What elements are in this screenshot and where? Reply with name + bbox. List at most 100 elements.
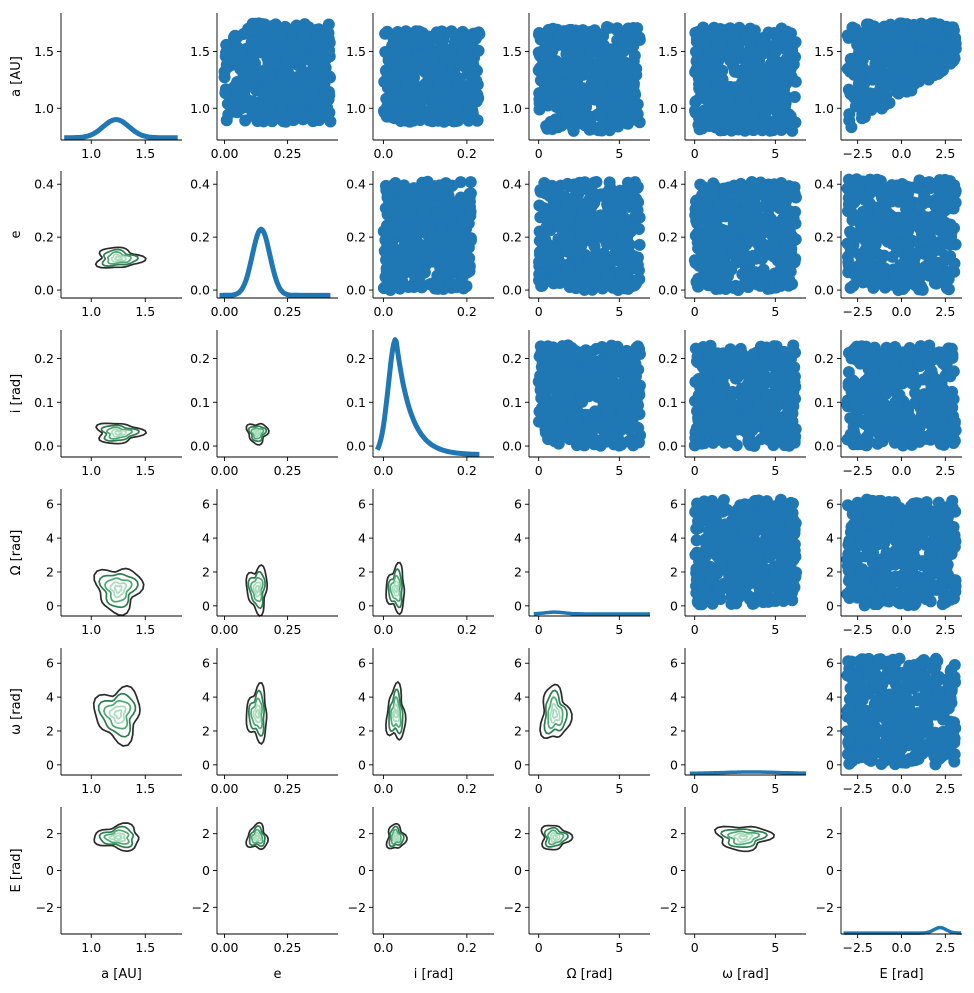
y-tick-label: 0.0: [190, 283, 210, 298]
scatter-point: [322, 18, 335, 31]
y-tick-label: 0.2: [190, 351, 210, 366]
scatter-point: [389, 99, 402, 112]
scatter-point: [928, 69, 941, 82]
y-tick-label: 0.1: [34, 395, 54, 410]
scatter-point: [415, 239, 428, 252]
scatter-points: [841, 173, 962, 297]
x-tick-label: 0: [691, 146, 699, 161]
scatter-point: [568, 427, 581, 440]
scatter-point: [582, 409, 595, 422]
scatter-point: [703, 348, 716, 361]
scatter-point: [884, 18, 897, 31]
scatter-point: [631, 258, 644, 271]
y-tick-label: 1.0: [502, 101, 522, 116]
kde-contour: [254, 430, 260, 436]
scatter-point: [726, 29, 739, 42]
scatter-point: [582, 435, 595, 448]
scatter-point: [710, 208, 723, 221]
scatter-point: [703, 383, 716, 396]
x-tick-label: 0: [535, 463, 543, 478]
x-tick-label: 5: [615, 463, 623, 478]
y-tick-label: 1.5: [190, 44, 210, 59]
scatter-point: [585, 65, 598, 78]
scatter-point: [747, 369, 760, 382]
scatter-point: [848, 196, 861, 209]
x-tick-label: 0.2: [457, 304, 477, 319]
scatter-point: [620, 188, 633, 201]
panel-0-3: 1.01.50 5: [502, 13, 650, 161]
scatter-point: [745, 277, 758, 290]
scatter-point: [702, 364, 715, 377]
scatter-point: [586, 274, 599, 287]
scatter-point: [247, 49, 260, 62]
scatter-point: [563, 231, 576, 244]
scatter-point: [467, 59, 480, 72]
scatter-point: [385, 90, 398, 103]
scatter-point: [438, 115, 451, 128]
x-tick-label: 0.0: [373, 463, 393, 478]
scatter-point: [741, 101, 754, 114]
scatter-point: [916, 33, 929, 46]
scatter-point: [747, 124, 760, 137]
scatter-point: [541, 340, 554, 353]
scatter-points: [841, 17, 962, 134]
scatter-point: [590, 175, 603, 188]
scatter-point: [269, 92, 282, 105]
scatter-point: [913, 174, 926, 187]
scatter-point: [622, 435, 635, 448]
scatter-point: [624, 225, 637, 238]
scatter-points: [532, 175, 646, 297]
scatter-point: [880, 50, 893, 63]
scatter-point: [763, 190, 776, 203]
scatter-point: [593, 92, 606, 105]
kde-line: [374, 337, 481, 457]
scatter-points: [689, 21, 802, 137]
scatter-point: [239, 57, 252, 70]
scatter-point: [915, 227, 928, 240]
scatter-point: [690, 64, 703, 77]
scatter-point: [783, 110, 796, 123]
scatter-point: [905, 53, 918, 66]
x-tick-label: 1.5: [135, 146, 155, 161]
scatter-point: [628, 49, 641, 62]
scatter-point: [256, 86, 269, 99]
scatter-point: [253, 71, 266, 84]
scatter-point: [465, 75, 478, 88]
x-tick-label: 0: [535, 146, 543, 161]
x-tick-label: 0.25: [274, 463, 302, 478]
kde-contour: [110, 428, 127, 438]
scatter-point: [707, 266, 720, 279]
y-axis-label: e: [9, 231, 24, 239]
scatter-point: [285, 28, 298, 41]
scatter-point: [843, 108, 856, 121]
scatter-point: [773, 202, 786, 215]
scatter-point: [722, 193, 735, 206]
scatter-point: [555, 220, 568, 233]
scatter-point: [860, 103, 873, 116]
kde-contour: [247, 425, 268, 443]
scatter-point: [872, 59, 885, 72]
kde-contour: [105, 426, 133, 440]
scatter-point: [620, 69, 633, 82]
scatter-point: [632, 399, 645, 412]
scatter-point: [855, 112, 868, 125]
scatter-point: [847, 279, 860, 292]
kde-contour: [113, 255, 123, 261]
scatter-point: [450, 103, 463, 116]
scatter-point: [742, 253, 755, 266]
scatter-point: [563, 392, 576, 405]
scatter-point: [873, 204, 886, 217]
scatter-point: [256, 18, 269, 31]
panel-1-5: 0.00.20.4−2.5 0.0 2.5: [814, 171, 962, 319]
scatter-point: [758, 359, 771, 372]
scatter-point: [710, 232, 723, 245]
scatter-point: [593, 109, 606, 122]
scatter-point: [246, 95, 259, 108]
panel-0-0: 1.01.51.0 1.5: [34, 13, 182, 161]
scatter-point: [723, 412, 736, 425]
x-tick-label: 2.5: [935, 304, 955, 319]
y-tick-label: 0.0: [502, 439, 522, 454]
scatter-point: [908, 18, 921, 31]
scatter-point: [730, 105, 743, 118]
scatter-point: [430, 206, 443, 219]
